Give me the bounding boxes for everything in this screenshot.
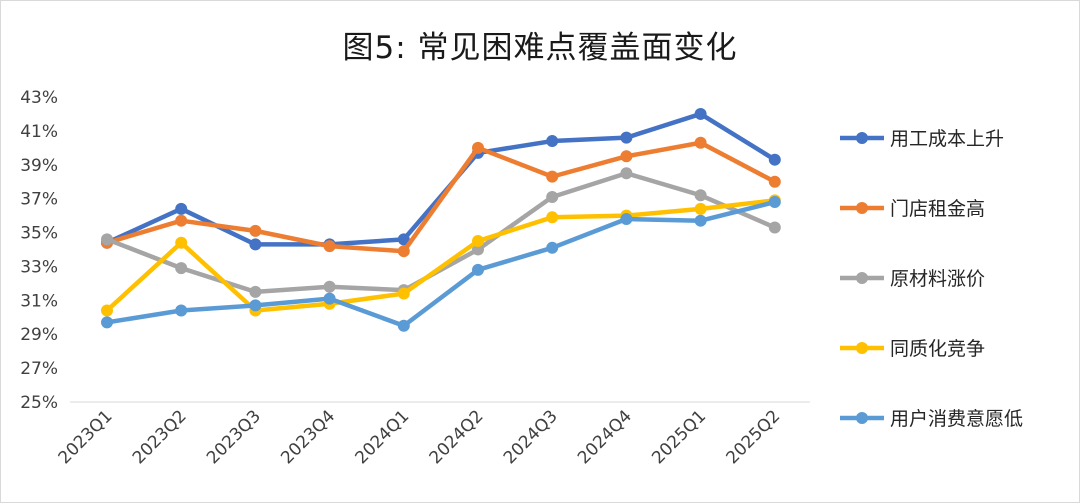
data-point xyxy=(620,213,633,225)
data-point xyxy=(397,233,410,246)
series-layer xyxy=(101,107,781,332)
data-point xyxy=(323,280,336,293)
data-point xyxy=(546,241,559,254)
data-point xyxy=(546,211,559,224)
data-point xyxy=(175,214,188,227)
data-point xyxy=(472,235,484,248)
data-point xyxy=(694,136,707,149)
data-point xyxy=(397,245,410,258)
data-point xyxy=(694,214,707,227)
data-point xyxy=(620,131,633,144)
y-tick-label: 33% xyxy=(20,257,58,277)
data-point xyxy=(175,202,188,215)
x-tick-label: 2024Q1 xyxy=(351,406,413,468)
legend-swatch-marker xyxy=(856,272,868,284)
data-point xyxy=(472,141,484,154)
data-point xyxy=(620,150,633,163)
y-tick-label: 43% xyxy=(20,88,58,108)
legend-item: 同质化竞争 xyxy=(840,338,985,360)
data-point xyxy=(694,107,707,120)
data-point xyxy=(101,304,113,317)
data-point xyxy=(694,202,707,215)
data-point xyxy=(546,190,559,203)
series-line xyxy=(104,140,778,254)
y-tick-label: 29% xyxy=(20,325,58,345)
x-tick-label: 2024Q4 xyxy=(574,406,636,468)
data-point xyxy=(249,299,262,312)
legend-swatch-marker xyxy=(856,412,868,424)
series-1 xyxy=(101,107,781,251)
data-point xyxy=(694,189,707,202)
data-point xyxy=(323,292,336,305)
data-point xyxy=(249,285,262,298)
x-tick-label: 2025Q1 xyxy=(648,406,710,468)
y-tick-label: 39% xyxy=(20,156,58,176)
legend-item: 用工成本上升 xyxy=(840,128,1004,150)
legend-swatch-marker xyxy=(856,202,868,214)
x-tick-label: 2023Q1 xyxy=(55,406,117,468)
series-3 xyxy=(101,167,781,298)
data-point xyxy=(768,153,781,166)
series-2 xyxy=(101,136,781,258)
legend-swatch-marker xyxy=(856,132,868,144)
data-point xyxy=(175,236,188,249)
data-point xyxy=(101,316,113,329)
data-point xyxy=(175,304,188,317)
data-point xyxy=(101,233,113,246)
data-point xyxy=(175,262,188,275)
data-point xyxy=(397,319,410,332)
x-axis: 2023Q1 2023Q2 2023Q3 2023Q4 2024Q1 2024Q2 2024… xyxy=(55,401,810,468)
legend-label: 用户消费意愿低 xyxy=(890,408,1023,430)
x-tick-label: 2023Q4 xyxy=(277,406,339,468)
y-tick-label: 31% xyxy=(20,291,58,311)
series-line xyxy=(104,199,778,328)
y-axis: 25% 27% 29% 31% 33% 35% 37% 39% 41% 43% xyxy=(20,88,58,413)
x-tick-label: 2025Q2 xyxy=(722,406,784,468)
data-point xyxy=(472,263,484,276)
data-point xyxy=(323,240,336,253)
x-tick-label: 2023Q3 xyxy=(203,406,265,468)
legend-label: 原材料涨价 xyxy=(890,268,985,290)
legend-item: 门店租金高 xyxy=(840,198,985,220)
series-5 xyxy=(101,196,781,332)
legend-label: 用工成本上升 xyxy=(890,128,1004,150)
y-tick-label: 27% xyxy=(20,359,58,379)
x-tick-label: 2023Q2 xyxy=(129,406,191,468)
series-line xyxy=(104,198,778,313)
y-tick-label: 35% xyxy=(20,224,58,244)
data-point xyxy=(546,135,559,148)
data-point xyxy=(620,167,633,180)
data-point xyxy=(249,224,262,237)
legend-item: 用户消费意愿低 xyxy=(840,408,1023,430)
legend-label: 门店租金高 xyxy=(890,198,985,220)
data-point xyxy=(768,196,781,209)
y-tick-label: 37% xyxy=(20,190,58,210)
data-point xyxy=(768,175,781,188)
data-point xyxy=(472,243,484,256)
y-tick-label: 41% xyxy=(20,122,58,142)
x-tick-label: 2024Q3 xyxy=(500,406,562,468)
series-line xyxy=(104,171,778,295)
x-tick-label: 2024Q2 xyxy=(426,406,488,468)
data-point xyxy=(249,238,262,251)
legend-swatch-marker xyxy=(856,342,868,354)
chart-title: 图5: 常见困难点覆盖面变化 xyxy=(342,30,738,66)
legend-item: 原材料涨价 xyxy=(840,268,985,290)
data-point xyxy=(397,287,410,300)
data-point xyxy=(768,221,781,234)
data-point xyxy=(546,170,559,183)
legend-label: 同质化竞争 xyxy=(890,338,985,360)
y-tick-label: 25% xyxy=(20,393,58,413)
